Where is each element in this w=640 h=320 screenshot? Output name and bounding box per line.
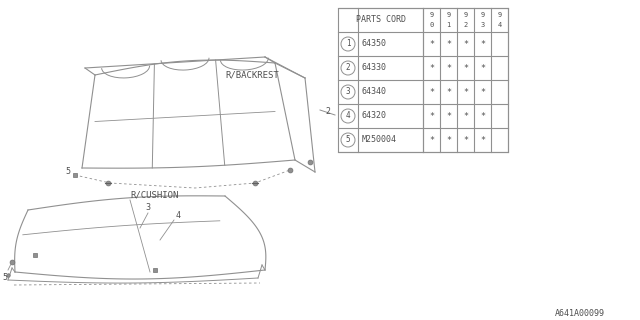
Text: A641A00099: A641A00099	[555, 308, 605, 317]
Text: *: *	[480, 39, 485, 49]
Text: 5: 5	[346, 135, 350, 145]
Text: 5: 5	[65, 167, 70, 177]
Text: 9: 9	[481, 12, 484, 18]
Text: *: *	[446, 111, 451, 121]
Text: 9: 9	[429, 12, 434, 18]
Text: 3: 3	[481, 22, 484, 28]
Text: *: *	[446, 87, 451, 97]
Bar	[338, 8, 508, 152]
Text: PARTS CORD: PARTS CORD	[355, 15, 406, 25]
Text: 64340: 64340	[362, 87, 387, 97]
Text: *: *	[429, 39, 434, 49]
Text: *: *	[446, 39, 451, 49]
Text: R/CUSHION: R/CUSHION	[131, 190, 179, 199]
Text: 3: 3	[145, 204, 150, 212]
Text: *: *	[446, 63, 451, 73]
Text: 64320: 64320	[362, 111, 387, 121]
Text: *: *	[463, 39, 468, 49]
Text: *: *	[446, 135, 451, 145]
Text: 4: 4	[497, 22, 502, 28]
Text: *: *	[429, 63, 434, 73]
Text: 3: 3	[346, 87, 350, 97]
Text: *: *	[480, 63, 485, 73]
Text: *: *	[429, 111, 434, 121]
Circle shape	[341, 109, 355, 123]
Text: *: *	[429, 87, 434, 97]
Text: 4: 4	[346, 111, 350, 121]
Text: 9: 9	[497, 12, 502, 18]
Text: 64330: 64330	[362, 63, 387, 73]
Circle shape	[341, 37, 355, 51]
Text: 1: 1	[346, 39, 350, 49]
Text: *: *	[429, 135, 434, 145]
Text: 2: 2	[463, 22, 468, 28]
Text: *: *	[480, 135, 485, 145]
Text: 5: 5	[3, 274, 8, 283]
Text: *: *	[463, 135, 468, 145]
Text: *: *	[480, 111, 485, 121]
Text: R/BACKREST: R/BACKREST	[225, 70, 279, 79]
Text: 4: 4	[175, 211, 180, 220]
Text: 9: 9	[446, 12, 451, 18]
Text: M250004: M250004	[362, 135, 397, 145]
Text: *: *	[463, 63, 468, 73]
Text: *: *	[480, 87, 485, 97]
Circle shape	[341, 61, 355, 75]
Text: 1: 1	[446, 22, 451, 28]
Circle shape	[341, 133, 355, 147]
Text: 9: 9	[463, 12, 468, 18]
Text: 0: 0	[429, 22, 434, 28]
Text: *: *	[463, 87, 468, 97]
Text: 2: 2	[325, 108, 330, 116]
Circle shape	[341, 85, 355, 99]
Text: *: *	[463, 111, 468, 121]
Text: 64350: 64350	[362, 39, 387, 49]
Text: 2: 2	[346, 63, 350, 73]
